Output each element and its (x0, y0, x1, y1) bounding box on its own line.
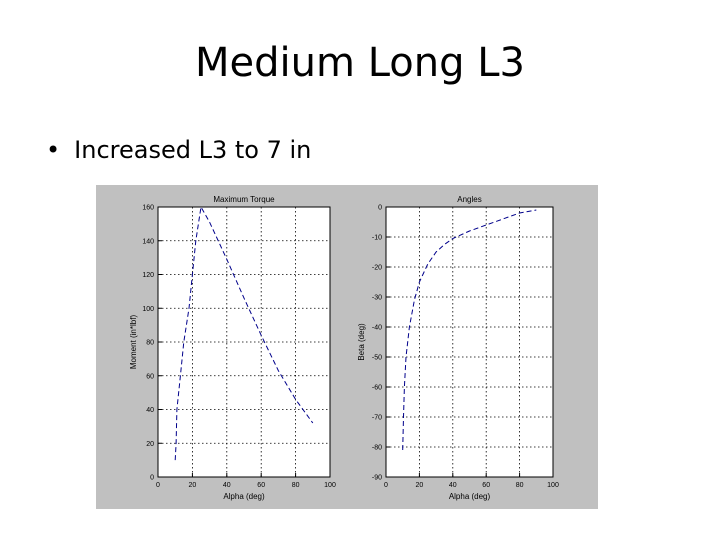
x-tick-label: 0 (384, 482, 388, 489)
y-tick-label: -80 (372, 445, 382, 452)
y-tick-label: -20 (372, 265, 382, 272)
bullet-dot: • (46, 136, 61, 164)
y-tick-label: 40 (146, 407, 154, 414)
x-tick-label: 40 (449, 482, 457, 489)
y-tick-label: 100 (142, 306, 154, 313)
x-tick-label: 100 (324, 482, 336, 489)
bullet-text: Increased L3 to 7 in (74, 136, 312, 164)
y-axis-label: Moment (in*lbf) (129, 315, 138, 370)
chart-title: Maximum Torque (213, 195, 275, 204)
x-axis-label: Alpha (deg) (223, 492, 265, 501)
y-tick-label: -70 (372, 415, 382, 422)
y-tick-label: 80 (146, 340, 154, 347)
y-tick-label: -90 (372, 475, 382, 482)
y-tick-label: 60 (146, 373, 154, 380)
x-tick-label: 60 (257, 482, 265, 489)
x-tick-label: 60 (482, 482, 490, 489)
y-tick-label: -40 (372, 325, 382, 332)
x-axis-label: Alpha (deg) (449, 492, 491, 501)
figure-panel: 0 20 40 60 80 100 0 20 40 60 80 100 120 140 160 Maximum… (96, 185, 598, 509)
y-tick-label: 20 (146, 441, 154, 448)
x-tick-label: 20 (189, 482, 197, 489)
y-tick-label: -30 (372, 295, 382, 302)
x-tick-label: 80 (292, 482, 300, 489)
y-tick-label: -10 (372, 235, 382, 242)
x-tick-label: 80 (516, 482, 524, 489)
x-tick-label: 40 (223, 482, 231, 489)
y-tick-label: 0 (378, 205, 382, 212)
x-tick-label: 100 (547, 482, 559, 489)
y-tick-label: -50 (372, 355, 382, 362)
y-tick-label: 160 (142, 205, 154, 212)
plot-area-2 (385, 206, 554, 478)
y-tick-label: 120 (142, 272, 154, 279)
y-axis-label: Beta (deg) (357, 323, 366, 361)
chart-title: Angles (457, 195, 481, 204)
x-tick-label: 20 (416, 482, 424, 489)
x-tick-label: 0 (156, 482, 160, 489)
slide-title: Medium Long L3 (195, 40, 525, 86)
bullet-item: • Increased L3 to 7 in (46, 136, 311, 164)
y-tick-label: 0 (150, 475, 154, 482)
y-tick-label: -60 (372, 385, 382, 392)
plot-area-1 (157, 206, 331, 478)
plots-svg: 0 20 40 60 80 100 0 20 40 60 80 100 120 140 160 Maximum… (129, 195, 559, 501)
y-tick-label: 140 (142, 238, 154, 245)
series-line-2 (402, 209, 537, 451)
